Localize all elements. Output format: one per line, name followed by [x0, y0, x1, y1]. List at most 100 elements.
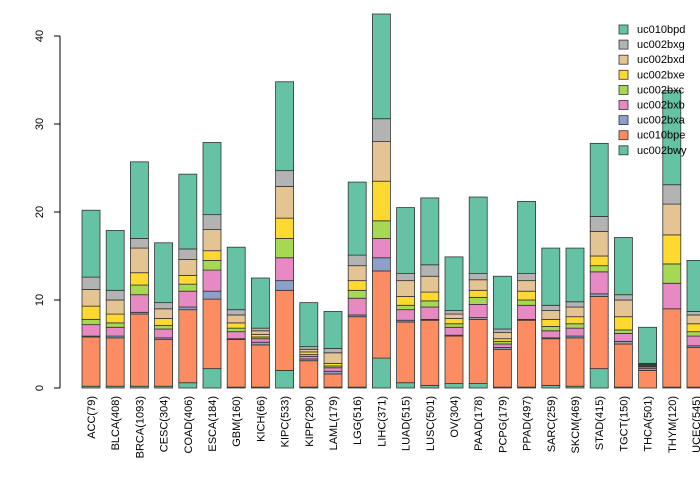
bar-segment-uc010bpe: [468, 318, 488, 384]
bar-segment-uc002bxg: [81, 276, 101, 290]
bar-segment-uc010bpd: [105, 230, 125, 291]
bar-segment-uc010bpd: [468, 196, 488, 274]
bar-segment-uc010bpe: [347, 316, 367, 388]
bar-segment-uc002bxg: [275, 170, 295, 187]
bar-segment-uc002bxd: [541, 310, 561, 320]
legend-label-uc010bpd: uc010bpd: [637, 24, 685, 36]
bar-segment-uc002bxc: [129, 284, 149, 296]
bar-segment-uc002bxd: [396, 280, 416, 297]
bar-segment-uc010bpe: [541, 338, 561, 386]
bar-segment-uc002bxd: [347, 265, 367, 282]
bar-segment-uc002bxa: [275, 280, 295, 291]
bar-segment-uc002bxg: [129, 237, 149, 249]
bar-segment-uc010bpd: [565, 247, 585, 303]
bar-segment-uc002bxg: [226, 309, 246, 316]
bar-segment-uc002bxb: [323, 367, 343, 372]
x-tick-label: SARC(259): [546, 396, 558, 452]
bar-segment-uc002bxe: [226, 322, 246, 329]
bar-segment-uc002bwy: [444, 383, 464, 389]
bar-segment-uc002bxb: [275, 257, 295, 282]
bar-segment-uc002bxc: [347, 289, 367, 299]
bar-segment-uc002bxe: [541, 318, 561, 327]
legend-label-uc010bpe: uc010bpe: [637, 130, 685, 142]
bar-segment-uc002bxb: [614, 333, 633, 342]
bar-segment-uc010bpd: [541, 247, 561, 306]
bar-segment-uc002bxe: [589, 255, 609, 267]
bar-segment-uc010bpe: [81, 336, 101, 387]
bar-segment-uc010bpd: [662, 90, 682, 186]
x-tick-label: TGCT(150): [618, 396, 630, 452]
bar-segment-uc010bpe: [517, 319, 536, 388]
bar-segment-uc002bxb: [154, 328, 174, 339]
legend-swatch-uc002bxg: [618, 39, 629, 50]
bar-segment-uc002bxb: [250, 338, 270, 343]
bar-segment-uc010bpd: [275, 81, 295, 172]
bar-segment-uc002bxe: [444, 318, 464, 325]
bar-segment-uc002bxg: [396, 273, 416, 282]
x-tick-label: UCEC(545): [691, 396, 700, 453]
bar-segment-uc002bxc: [662, 263, 682, 284]
legend-swatch-uc002bxc: [618, 85, 629, 95]
bar-segment-uc002bxd: [614, 299, 633, 318]
bar-segment-uc002bxg: [444, 310, 464, 315]
x-tick-label: PPAD(497): [522, 396, 534, 451]
x-tick-label: OV(304): [449, 396, 461, 438]
bar-segment-uc002bxg: [154, 302, 174, 310]
bar-segment-uc010bpe: [178, 309, 198, 384]
bar-stack-coad: [178, 173, 198, 389]
bar-stacks: [81, 13, 700, 389]
bar-segment-uc002bxb: [420, 306, 440, 320]
bar-segment-uc002bxe: [614, 316, 633, 331]
bar-segment-uc010bpe: [250, 344, 270, 388]
bar-stack-lusc: [420, 197, 440, 389]
bar-segment-uc002bxg: [614, 294, 633, 301]
bar-segment-uc010bpe: [662, 308, 682, 388]
bar-segment-uc002bxd: [420, 275, 440, 293]
y-tick-label: 40: [34, 30, 46, 42]
bar-segment-uc002bxd: [444, 313, 464, 319]
bar-segment-uc002bxd: [589, 230, 609, 257]
bar-segment-uc010bpe: [686, 347, 700, 388]
bar-segment-uc002bxb: [541, 330, 561, 339]
y-tick-label: 0: [34, 385, 46, 391]
bar-segment-uc010bpd: [371, 13, 391, 120]
bar-segment-uc002bxd: [492, 332, 512, 340]
bar-segment-uc002bxa: [202, 290, 222, 300]
bar-stack-pcpg: [492, 275, 512, 389]
bar-segment-uc002bwy: [275, 369, 295, 389]
bar-segment-uc002bxd: [226, 314, 246, 324]
bar-stack-thca: [638, 326, 657, 389]
bar-segment-uc002bxe: [105, 313, 125, 324]
bar-stack-lgg: [347, 181, 367, 389]
legend-label-uc002bxg: uc002bxg: [637, 39, 685, 51]
bar-segment-uc010bpe: [420, 319, 440, 386]
bar-segment-uc002bxe: [565, 316, 585, 325]
bar-segment-uc010bpe: [202, 298, 222, 370]
bar-stack-thym: [662, 90, 682, 389]
bar-stack-kich: [250, 277, 270, 389]
bar-stack-laml: [323, 311, 343, 389]
bar-segment-uc002bxc: [589, 265, 609, 273]
bar-stack-acc: [81, 209, 101, 389]
bar-segment-uc010bpd: [154, 242, 174, 304]
bar-segment-uc010bpd: [81, 209, 101, 278]
bar-segment-uc002bxc: [614, 329, 633, 334]
bar-segment-uc010bpe: [396, 321, 416, 384]
legend-swatch-uc002bxd: [618, 54, 629, 65]
bar-stack-gbm: [226, 246, 246, 389]
bar-stack-ov: [444, 256, 464, 389]
y-tick-label: 20: [34, 206, 46, 218]
bar-segment-uc002bxe: [129, 272, 149, 286]
bar-segment-uc002bxc: [541, 325, 561, 332]
bar-segment-uc002bxc: [178, 283, 198, 292]
bar-segment-uc002bxd: [250, 330, 270, 335]
bar-segment-uc010bpe: [371, 270, 391, 359]
bar-stack-luad: [396, 207, 416, 389]
bar-segment-uc002bxc: [105, 322, 125, 328]
x-tick-label: LGG(516): [352, 396, 364, 445]
bar-segment-uc002bxe: [686, 323, 700, 333]
bar-segment-uc002bxe: [517, 290, 536, 301]
bar-segment-uc002bxg: [492, 328, 512, 333]
legend-swatch-uc010bpe: [618, 130, 629, 141]
bar-segment-uc002bxe: [371, 180, 391, 222]
